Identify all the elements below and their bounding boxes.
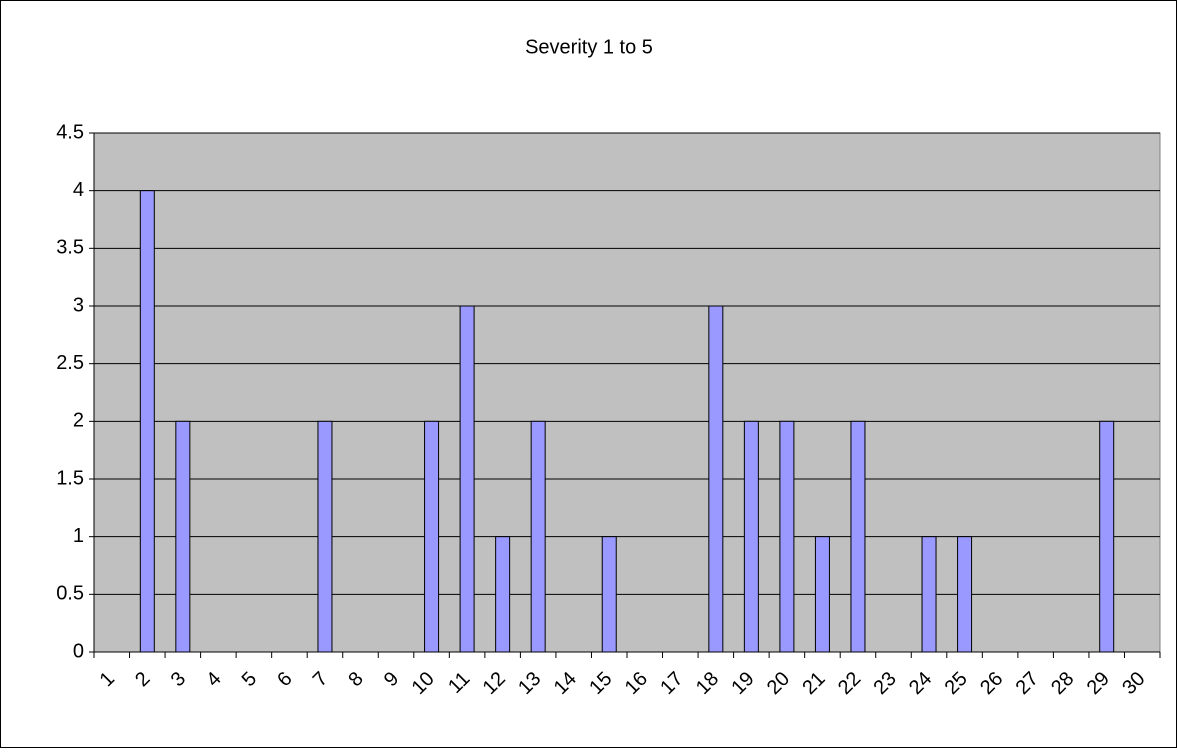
bar bbox=[139, 190, 155, 653]
bar bbox=[779, 420, 795, 653]
bar bbox=[459, 305, 475, 653]
y-tick-label: 3.5 bbox=[56, 237, 84, 259]
y-tick-label: 4 bbox=[73, 179, 84, 201]
bar bbox=[957, 536, 973, 653]
y-tick-label: 1.5 bbox=[56, 467, 84, 489]
y-tick-label: 3 bbox=[73, 294, 84, 316]
bar bbox=[495, 536, 511, 653]
chart-title: Severity 1 to 5 bbox=[525, 36, 653, 58]
bar bbox=[175, 420, 191, 653]
bar bbox=[1099, 420, 1115, 653]
y-tick-label: 2.5 bbox=[56, 352, 84, 374]
bar bbox=[743, 420, 759, 653]
bar bbox=[814, 536, 830, 653]
y-tick-label: 0.5 bbox=[56, 583, 84, 605]
bar bbox=[850, 420, 866, 653]
y-tick-label: 0 bbox=[73, 640, 84, 662]
bar bbox=[317, 420, 333, 653]
bar bbox=[424, 420, 440, 653]
y-tick-label: 4.5 bbox=[56, 121, 84, 143]
bar bbox=[708, 305, 724, 653]
y-tick-label: 2 bbox=[73, 410, 84, 432]
bar bbox=[530, 420, 546, 653]
bar bbox=[921, 536, 937, 653]
bar bbox=[601, 536, 617, 653]
y-tick-label: 1 bbox=[73, 525, 84, 547]
plot-area bbox=[93, 132, 1161, 653]
